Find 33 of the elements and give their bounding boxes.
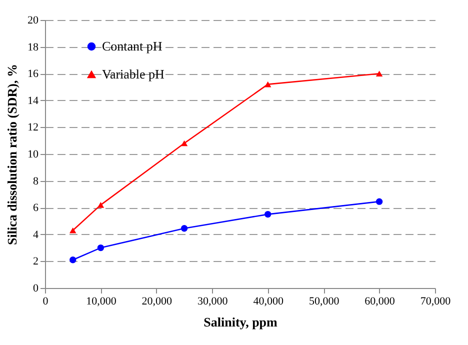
point: [264, 210, 272, 218]
y-axis-title: Silica dissolution ratio (SDR), %: [4, 64, 20, 245]
y-tick-label: 8: [33, 175, 39, 188]
y-tick-label: 0: [33, 282, 39, 294]
x-tick-label: 20,000: [142, 296, 173, 308]
point: [97, 244, 104, 252]
y-tick-label: 18: [28, 41, 39, 54]
x-tick-label: 70,000: [420, 296, 452, 308]
point: [70, 256, 76, 264]
point: [97, 202, 104, 208]
y-tick-label: 20: [28, 14, 39, 26]
x-tick-label: 30,000: [198, 296, 228, 308]
point: [70, 227, 76, 234]
y-tick-label: 16: [28, 68, 39, 80]
x-axis-title: Salinity, ppm: [204, 314, 278, 330]
point: [376, 198, 383, 205]
x-tick-label: 60,000: [364, 296, 396, 308]
point: [264, 81, 272, 88]
y-tick-label: 4: [33, 228, 39, 241]
y-tick-label: 2: [33, 256, 38, 268]
y-tick-label: 12: [28, 122, 38, 134]
point: [376, 70, 383, 77]
point: [180, 140, 188, 146]
x-tick-label: 50,000: [308, 296, 340, 308]
y-tick-label: 6: [33, 202, 39, 214]
point: [180, 225, 188, 232]
x-tick-label: 10,000: [86, 296, 117, 308]
legend-label: Contant pH: [102, 38, 162, 54]
legend-label: Variable pH: [102, 66, 164, 82]
x-tick-label: 40,000: [253, 296, 284, 308]
y-tick-label: 14: [28, 94, 39, 107]
y-tick-label: 10: [28, 148, 39, 160]
x-tick-label: 0: [42, 296, 49, 308]
